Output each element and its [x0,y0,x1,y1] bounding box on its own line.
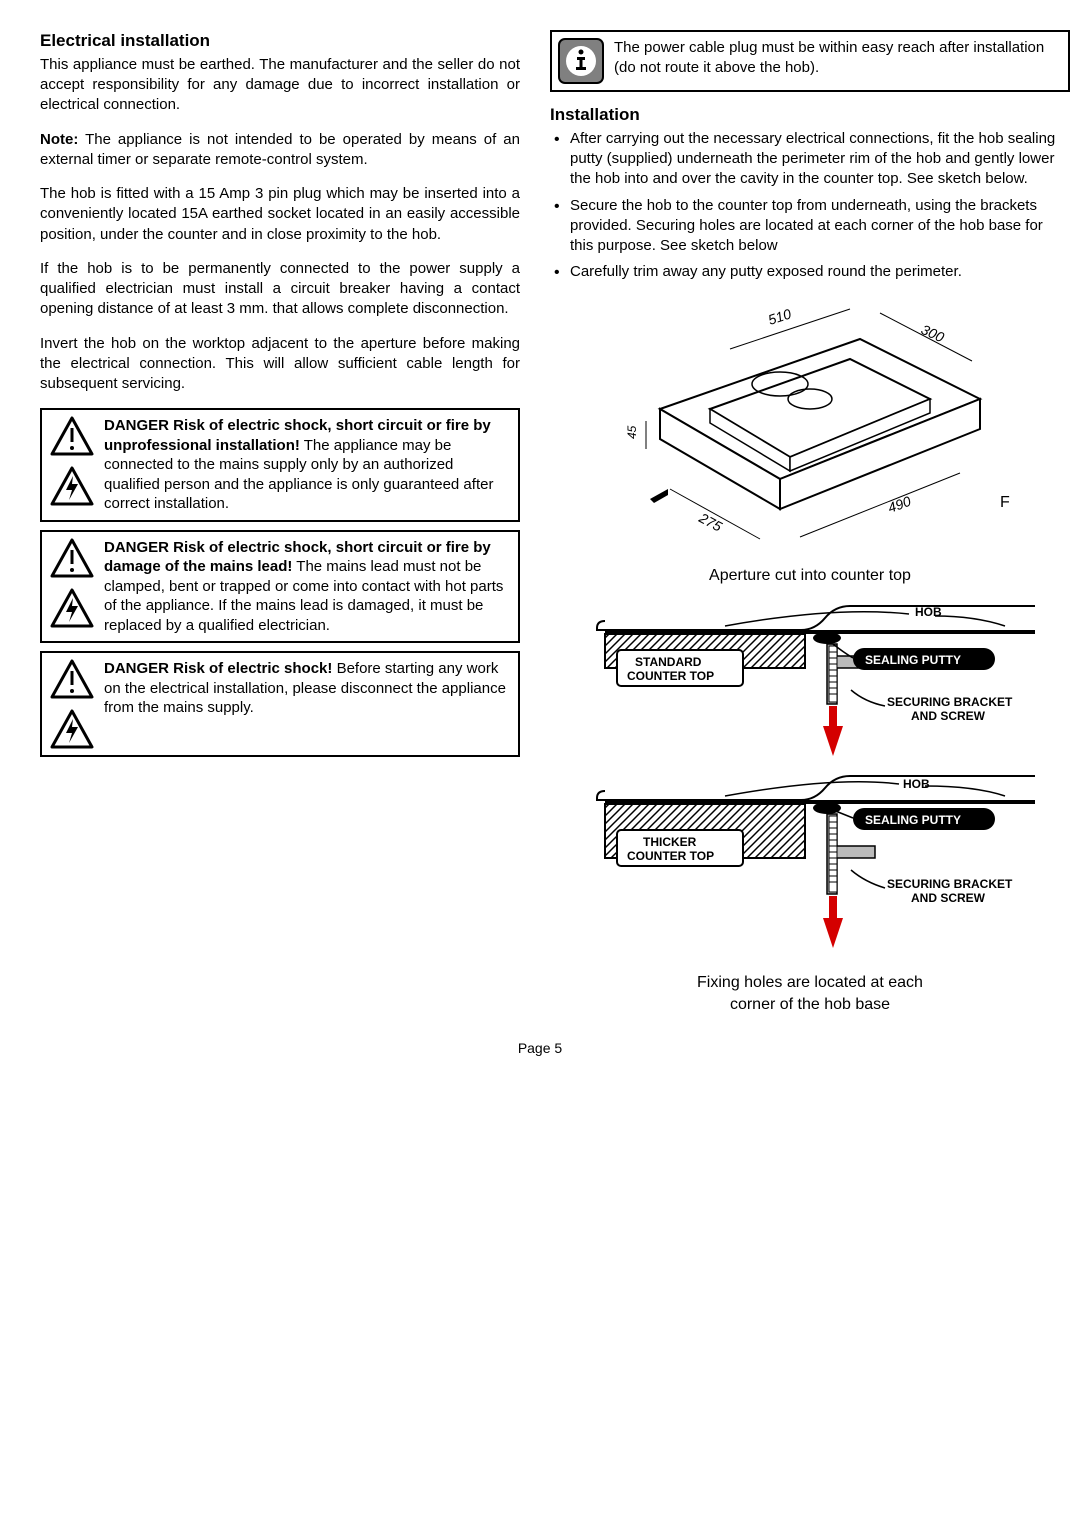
warn3-title: DANGER Risk of electric shock! [104,660,332,677]
right-column: The power cable plug must be within easy… [550,30,1070,1025]
svg-text:THICKER: THICKER [643,835,697,849]
svg-text:300: 300 [919,321,947,345]
warning-icons-3 [42,653,102,755]
fixing-caption-line1: Fixing holes are located at each [697,974,923,991]
svg-text:SECURING BRACKET: SECURING BRACKET [887,695,1013,709]
warning-triangle-icon [50,538,94,578]
info-box: The power cable plug must be within easy… [550,30,1070,92]
aperture-caption: Aperture cut into counter top [550,565,1070,587]
two-column-layout: Electrical installation This appliance m… [40,30,1040,1025]
warning-triangle-icon [50,416,94,456]
warning-text-1: DANGER Risk of electric shock, short cir… [102,410,518,520]
svg-text:275: 275 [696,509,725,535]
para-breaker: If the hob is to be permanently connecte… [40,259,520,320]
svg-text:SEALING PUTTY: SEALING PUTTY [865,813,961,827]
warning-text-3: DANGER Risk of electric shock! Before st… [102,653,518,724]
list-item: Carefully trim away any putty exposed ro… [552,262,1070,282]
list-item: Secure the hob to the counter top from u… [552,196,1070,257]
electric-shock-icon [50,709,94,749]
info-icon-cell [552,32,610,90]
fixing-caption: Fixing holes are located at each corner … [550,972,1070,1015]
svg-text:COUNTER TOP: COUNTER TOP [627,669,714,683]
svg-text:SEALING PUTTY: SEALING PUTTY [865,653,961,667]
warning-icons-1 [42,410,102,512]
para-invert: Invert the hob on the worktop adjacent t… [40,334,520,395]
svg-text:HOB: HOB [903,777,930,791]
heading-electrical: Electrical installation [40,30,520,53]
cross-section-diagram: HOB STANDARD COUNTER TOP SEALING PUTTY S… [550,596,1070,966]
warning-box-3: DANGER Risk of electric shock! Before st… [40,651,520,757]
warning-box-2: DANGER Risk of electric shock, short cir… [40,530,520,644]
svg-text:COUNTER TOP: COUNTER TOP [627,849,714,863]
warning-icons-2 [42,532,102,634]
para-plug: The hob is fitted with a 15 Amp 3 pin pl… [40,184,520,245]
info-text: The power cable plug must be within easy… [610,32,1068,83]
warning-triangle-icon [50,659,94,699]
note-label: Note: [40,131,78,148]
para-note: Note: The appliance is not intended to b… [40,130,520,171]
electric-shock-icon [50,466,94,506]
warning-text-2: DANGER Risk of electric shock, short cir… [102,532,518,642]
installation-list: After carrying out the necessary electri… [550,129,1070,283]
svg-text:510: 510 [766,305,793,328]
left-column: Electrical installation This appliance m… [40,30,520,1025]
heading-installation: Installation [550,104,1070,127]
page-number: Page 5 [40,1039,1040,1058]
fixing-caption-line2: corner of the hob base [730,996,890,1013]
para-earthed: This appliance must be earthed. The manu… [40,55,520,116]
electric-shock-icon [50,588,94,628]
svg-text:SECURING BRACKET: SECURING BRACKET [887,877,1013,891]
svg-text:F: F [1000,494,1010,511]
svg-text:AND SCREW: AND SCREW [911,709,986,723]
aperture-diagram: 510 300 45 275 490 F [550,289,1070,559]
svg-text:AND SCREW: AND SCREW [911,891,986,905]
svg-text:45: 45 [625,425,639,439]
warning-box-1: DANGER Risk of electric shock, short cir… [40,408,520,522]
svg-text:STANDARD: STANDARD [635,655,702,669]
note-body: The appliance is not intended to be oper… [40,131,520,168]
svg-text:490: 490 [886,492,914,515]
info-icon [558,38,604,84]
list-item: After carrying out the necessary electri… [552,129,1070,190]
svg-text:HOB: HOB [915,605,942,619]
